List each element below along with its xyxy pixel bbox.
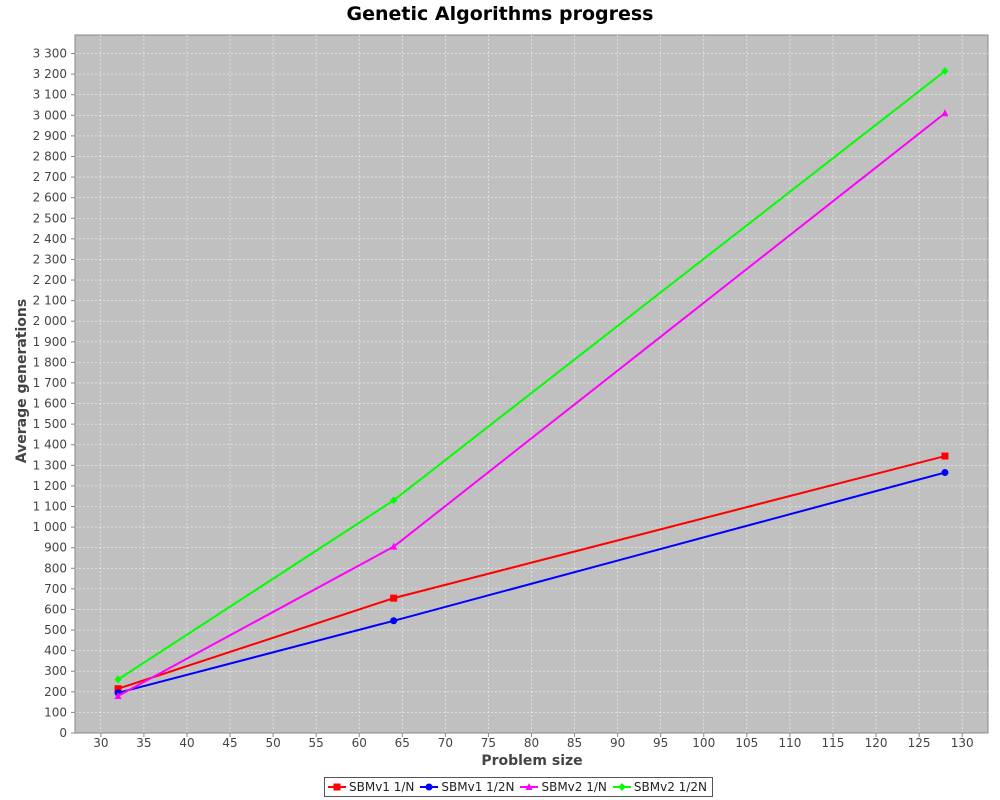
x-tick-label: 125 — [908, 736, 931, 750]
y-tick-label: 1 900 — [33, 335, 67, 349]
data-point — [114, 675, 122, 684]
series-0 — [114, 452, 949, 693]
series-2 — [114, 109, 949, 699]
x-tick-label: 55 — [309, 736, 324, 750]
x-tick-label: 95 — [653, 736, 668, 750]
x-tick-label: 110 — [778, 736, 801, 750]
legend-swatch — [612, 783, 631, 791]
y-tick-label: 500 — [44, 623, 67, 637]
x-tick-label: 30 — [93, 736, 108, 750]
data-point — [390, 617, 398, 625]
y-tick-label: 1 200 — [33, 479, 67, 493]
x-tick-label: 50 — [265, 736, 280, 750]
y-tick-label: 900 — [44, 541, 67, 555]
x-tick-label: 80 — [524, 736, 539, 750]
series-1 — [114, 469, 949, 697]
legend-swatch-marker — [525, 783, 533, 790]
legend-item: SBMv2 1/2N — [612, 780, 707, 794]
y-tick-label: 2 300 — [33, 252, 67, 266]
data-point — [941, 109, 949, 117]
y-tick-label: 2 800 — [33, 149, 67, 163]
y-tick-label: 1 600 — [33, 397, 67, 411]
data-point — [941, 469, 949, 477]
x-axis-label: Problem size — [481, 753, 582, 769]
data-point — [114, 691, 122, 699]
data-point — [390, 594, 398, 602]
y-tick-label: 3 000 — [33, 108, 67, 122]
legend-swatch-marker — [425, 783, 433, 791]
y-tick-label: 200 — [44, 685, 67, 699]
legend-swatch — [420, 783, 439, 791]
x-tick-label: 115 — [822, 736, 845, 750]
legend-item: SBMv2 1/N — [520, 780, 607, 794]
y-tick-label: 2 200 — [33, 273, 67, 287]
x-tick-label: 90 — [610, 736, 625, 750]
y-tick-label: 800 — [44, 561, 67, 575]
x-tick-label: 60 — [352, 736, 367, 750]
legend: SBMv1 1/N SBMv1 1/2N SBMv2 1/N SBMv2 1/2N — [324, 777, 713, 797]
chart-title: Genetic Algorithms progress — [346, 3, 654, 25]
x-tick-label: 100 — [692, 736, 715, 750]
y-tick-label: 1 300 — [33, 458, 67, 472]
legend-label: SBMv2 1/N — [541, 780, 607, 794]
y-tick-label: 1 100 — [33, 500, 67, 514]
series-3 — [114, 67, 949, 684]
data-point — [941, 67, 949, 76]
y-tick-label: 400 — [44, 644, 67, 658]
legend-swatch — [520, 783, 539, 790]
legend-item: SBMv1 1/2N — [420, 780, 514, 794]
y-tick-label: 100 — [44, 705, 67, 719]
y-tick-label: 1 700 — [33, 376, 67, 390]
y-tick-label: 2 700 — [33, 170, 67, 184]
y-tick-label: 700 — [44, 582, 67, 596]
legend-swatch-marker — [618, 783, 626, 791]
x-tick-label: 130 — [951, 736, 974, 750]
y-tick-label: 3 300 — [33, 47, 67, 61]
x-tick-label: 70 — [438, 736, 453, 750]
x-tick-label: 45 — [222, 736, 237, 750]
series-layer — [114, 67, 949, 699]
y-tick-label: 2 500 — [33, 211, 67, 225]
y-tick-label: 2 900 — [33, 129, 67, 143]
y-tick-label: 1 500 — [33, 417, 67, 431]
y-tick-label: 2 000 — [33, 314, 67, 328]
data-point — [390, 542, 398, 550]
legend-swatch — [328, 783, 346, 791]
x-tick-label: 85 — [567, 736, 582, 750]
grid-layer — [75, 35, 988, 734]
y-tick-label: 2 600 — [33, 191, 67, 205]
data-point — [390, 496, 398, 505]
axes-layer: 30 35 40 45 50 55 60 65 70 75 80 85 90 95 100 105 110 115… — [33, 35, 988, 750]
legend-swatch-marker — [333, 783, 341, 791]
y-tick-label: 0 — [59, 726, 67, 740]
data-point — [114, 685, 122, 693]
legend-label: SBMv2 1/2N — [633, 780, 707, 794]
y-tick-label: 1 000 — [33, 520, 67, 534]
y-tick-label: 3 200 — [33, 67, 67, 81]
x-tick-label: 40 — [179, 736, 194, 750]
y-tick-label: 2 400 — [33, 232, 67, 246]
y-axis-label: Average generations — [14, 299, 30, 463]
y-tick-label: 1 400 — [33, 438, 67, 452]
x-tick-label: 105 — [735, 736, 758, 750]
x-tick-label: 120 — [865, 736, 888, 750]
y-tick-label: 1 800 — [33, 355, 67, 369]
y-tick-label: 3 100 — [33, 88, 67, 102]
y-tick-label: 600 — [44, 602, 67, 616]
x-tick-label: 65 — [395, 736, 410, 750]
legend-item: SBMv1 1/N — [328, 780, 414, 794]
x-tick-label: 75 — [481, 736, 496, 750]
legend-label: SBMv1 1/N — [349, 780, 415, 794]
y-tick-label: 2 100 — [33, 294, 67, 308]
legend-label: SBMv1 1/2N — [441, 780, 515, 794]
x-tick-label: 35 — [136, 736, 151, 750]
data-point — [941, 452, 949, 460]
y-tick-label: 300 — [44, 664, 67, 678]
